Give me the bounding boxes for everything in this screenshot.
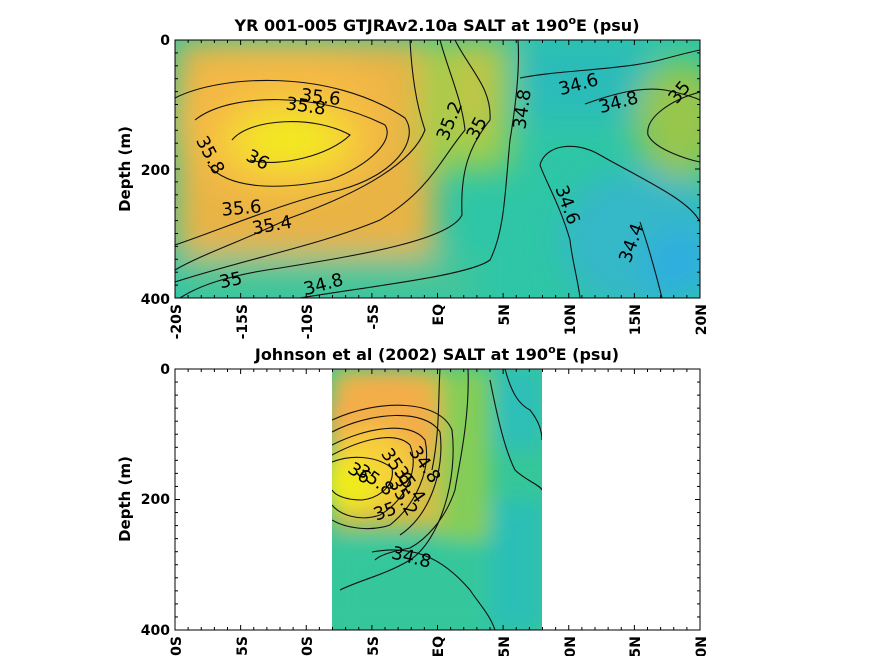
x-tick-label: 15N — [628, 304, 644, 335]
contour-label: 35 — [217, 268, 244, 293]
panel-2-ticks — [174, 368, 701, 631]
contour-36 — [231, 121, 351, 163]
panel-1-x-tick-labels: -20S -15S -10S -5S EQ 5N 10N 15N 20N — [169, 304, 710, 339]
x-tick-label: 10N — [563, 636, 579, 656]
panel-2-x-tick-labels: -20S -15S -10S -5S EQ 5N 10N 15N 20N — [169, 636, 710, 656]
contour-35b — [647, 91, 700, 163]
contour-34-8 — [299, 40, 519, 298]
contour-34-6a — [539, 145, 700, 223]
panel-1-heatmap: 35.6 35.8 35.8 36 35.6 35.4 35 34.8 35.2… — [175, 40, 700, 298]
x-tick-label: 20N — [694, 636, 710, 656]
x-tick-label: 5N — [497, 636, 513, 656]
contour-j9 — [504, 369, 542, 441]
contour-34-8b — [584, 88, 700, 105]
contour-34-4 — [639, 221, 663, 298]
y-tick-label: 400 — [141, 623, 170, 639]
y-tick-label: 0 — [160, 362, 170, 378]
contour-label: 35.6 — [221, 196, 263, 220]
x-tick-label: EQ — [431, 636, 447, 656]
contour-j4 — [332, 404, 454, 591]
contour-j10 — [371, 549, 496, 630]
contour-j1 — [332, 437, 414, 519]
y-tick-label: 200 — [141, 163, 170, 179]
contour-34-6b — [539, 164, 581, 298]
x-tick-label: 15N — [628, 636, 644, 656]
x-tick-label: -20S — [169, 304, 185, 339]
x-tick-label: 20N — [694, 304, 710, 335]
x-tick-label: -20S — [169, 636, 185, 656]
panel-1-y-axis-label: Depth (m) — [116, 126, 134, 212]
y-tick-label: 400 — [141, 292, 170, 308]
panel-2-heatmap: 36 35.8 35.6 35.4 35.2 35 34.8 34.8 — [332, 369, 542, 630]
panel-2-y-axis-label: Depth (m) — [116, 456, 134, 542]
contour-35 — [179, 40, 491, 298]
y-tick-label: 200 — [141, 492, 170, 508]
contour-j2 — [332, 427, 428, 530]
y-tick-label: 0 — [160, 33, 170, 49]
contour-35-6 — [175, 79, 410, 246]
contour-label: 35.6 — [300, 85, 342, 110]
panel-1: YR 001-005 GTJRAv2.10a SALT at 190oE (ps… — [116, 14, 710, 339]
contour-35-4 — [175, 40, 426, 271]
x-tick-label: -10S — [300, 304, 316, 339]
contour-35-8 — [194, 99, 388, 187]
x-tick-label: 5N — [497, 304, 513, 325]
contour-j3 — [332, 414, 442, 536]
panel-2-title: Johnson et al (2002) SALT at 190oE (psu) — [254, 343, 619, 364]
panel-1-title: YR 001-005 GTJRAv2.10a SALT at 190oE (ps… — [233, 14, 639, 35]
contour-j7 — [374, 369, 469, 561]
contour-34-6c — [519, 49, 700, 79]
panel-1-ticks — [174, 39, 701, 299]
x-tick-label: -5S — [366, 636, 382, 656]
x-tick-label: -10S — [300, 636, 316, 656]
panel-2: Johnson et al (2002) SALT at 190oE (psu) — [116, 343, 710, 656]
contour-j8 — [489, 379, 542, 491]
x-tick-label: -5S — [366, 304, 382, 330]
x-tick-label: -15S — [235, 636, 251, 656]
contour-j5 — [332, 456, 393, 501]
contour-35-2 — [175, 40, 466, 283]
x-tick-label: 10N — [563, 304, 579, 335]
x-tick-label: EQ — [431, 304, 447, 326]
x-tick-label: -15S — [235, 304, 251, 339]
contour-j6 — [431, 369, 441, 471]
